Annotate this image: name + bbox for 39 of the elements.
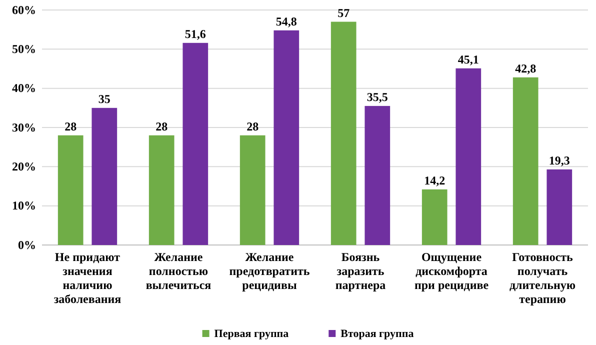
x-tick-label: Желание предотвратить рецидивы <box>229 250 310 292</box>
bar <box>58 135 84 245</box>
bar <box>240 135 266 245</box>
bar <box>148 135 174 245</box>
x-tick-label: Не придают значения наличию заболевания <box>54 250 122 306</box>
y-tick-label: 50% <box>12 42 36 56</box>
data-label: 42,8 <box>515 61 536 76</box>
data-label: 45,1 <box>458 52 479 66</box>
data-label: 14,2 <box>424 173 446 188</box>
bar <box>364 106 390 245</box>
legend-label: Вторая группа <box>340 328 414 340</box>
y-tick-label: 0% <box>18 238 36 252</box>
y-tick-label: 20% <box>12 160 36 174</box>
x-tick-label: Ощущение дискомфорта при рецидиве <box>414 250 490 292</box>
x-tick-label: Желание полностью вылечиться <box>146 250 212 292</box>
bar <box>456 68 482 245</box>
bar <box>422 189 448 245</box>
data-label: 28 <box>64 119 77 134</box>
data-label: 28 <box>246 119 259 134</box>
bar <box>182 42 208 245</box>
y-tick-label: 10% <box>12 198 36 213</box>
bar <box>512 77 538 245</box>
data-label: 35 <box>98 92 110 106</box>
bar <box>274 30 300 245</box>
y-tick-label: 60% <box>12 2 36 17</box>
bar <box>330 22 356 245</box>
data-label: 51,6 <box>184 26 206 41</box>
bar <box>546 169 572 245</box>
data-label: 54,8 <box>276 14 297 28</box>
x-tick-label: Готовность получать длительную терапию <box>509 250 576 306</box>
data-label: 19,3 <box>548 153 570 168</box>
y-tick-label: 30% <box>12 120 36 134</box>
y-tick-label: 40% <box>12 81 36 96</box>
data-label: 28 <box>156 119 168 134</box>
legend-label: Первая группа <box>214 328 290 340</box>
x-tick-label: Боязнь заразить партнера <box>335 250 386 292</box>
bar <box>92 108 118 245</box>
data-label: 57 <box>338 6 350 20</box>
data-label: 35,5 <box>366 90 388 104</box>
